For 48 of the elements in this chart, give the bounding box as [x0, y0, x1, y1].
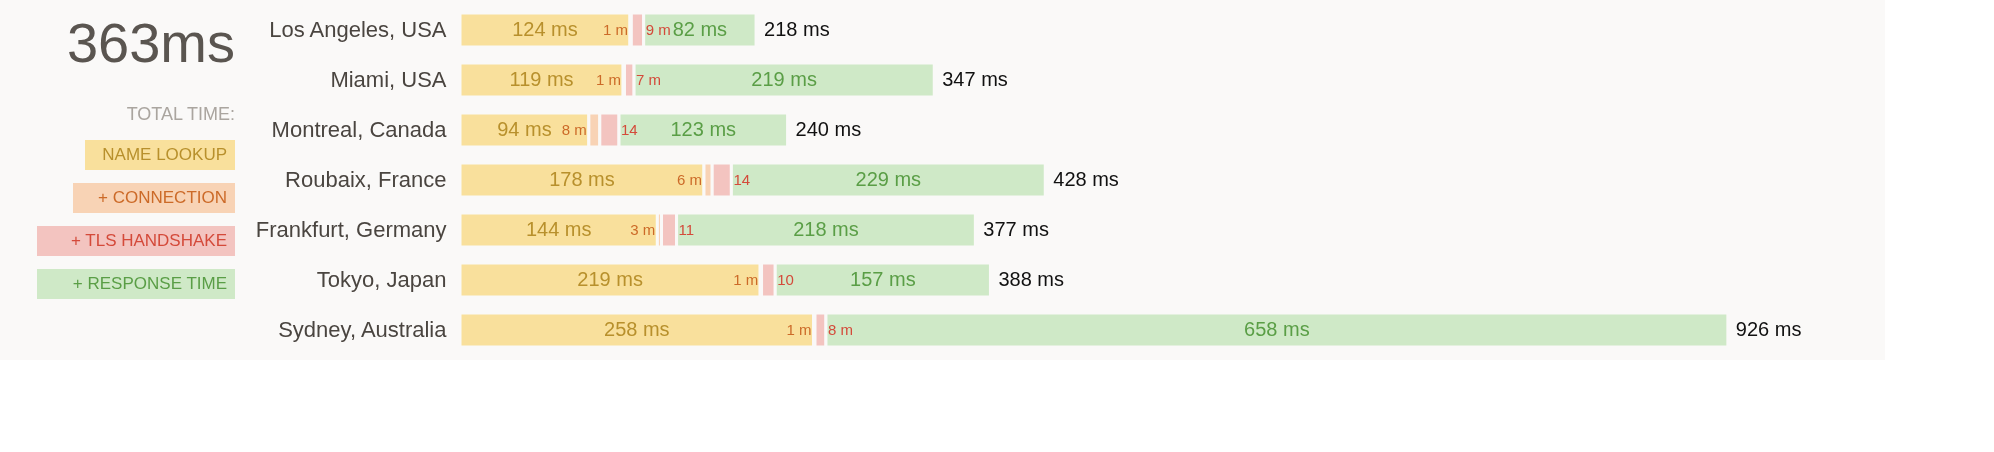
y-tick-label: Sydney, Australia — [278, 317, 448, 342]
data-label: 229 ms — [855, 168, 922, 190]
data-label: 658 ms — [1244, 318, 1310, 340]
data-label: 9 m — [645, 21, 671, 38]
total-label: 347 ms — [942, 68, 1008, 90]
data-label: 157 ms — [850, 268, 916, 290]
y-tick-label: Tokyo, Japan — [316, 267, 447, 292]
legend-title: TOTAL TIME: — [126, 104, 235, 124]
data-label: 6 m — [676, 171, 702, 188]
total-label: 428 ms — [1053, 168, 1119, 190]
data-label: 178 ms — [549, 168, 615, 190]
data-label: 8 m — [827, 321, 853, 338]
text: NAME LOOKUP — [102, 145, 227, 164]
total-label: 377 ms — [983, 218, 1049, 240]
data-label: 1 m — [786, 321, 812, 338]
data-label: 119 ms — [509, 68, 574, 90]
data-label: 1 m — [602, 21, 628, 38]
text: + RESPONSE TIME — [72, 274, 227, 293]
data-label: 123 ms — [670, 118, 737, 140]
data-label: 124 ms — [512, 18, 578, 40]
data-label: 7 m — [636, 71, 662, 88]
data-label: 3 m — [630, 221, 656, 238]
y-tick-label: Frankfurt, Germany — [255, 217, 447, 242]
y-tick-label: Miami, USA — [330, 67, 447, 92]
data-label: 144 ms — [525, 218, 592, 240]
data-label: 14 — [733, 171, 751, 188]
text: + TLS HANDSHAKE — [70, 231, 227, 250]
data-label: 218 ms — [793, 218, 859, 240]
data-label: 219 ms — [751, 68, 817, 90]
total-label: 240 ms — [795, 118, 862, 140]
data-label: 1 m — [733, 271, 759, 288]
data-label: 82 ms — [672, 18, 728, 40]
total-label: 388 ms — [998, 268, 1065, 290]
total-label: 218 ms — [764, 18, 830, 40]
text: + CONNECTION — [98, 188, 227, 207]
chart-title: 363ms — [66, 11, 235, 74]
y-tick-label: Los Angeles, USA — [269, 17, 447, 42]
data-label: 258 ms — [604, 318, 670, 340]
data-label: 219 ms — [577, 268, 643, 290]
data-label: 14 — [621, 121, 638, 138]
y-tick-label: Montreal, Canada — [271, 117, 448, 142]
total-label: 926 ms — [1735, 318, 1802, 340]
data-label: 8 m — [561, 121, 587, 138]
data-label: 11 — [678, 221, 695, 238]
data-label: 1 m — [596, 71, 622, 88]
y-tick-label: Roubaix, France — [285, 167, 447, 192]
data-label: 10 — [777, 271, 794, 288]
data-label: 94 ms — [497, 118, 552, 140]
